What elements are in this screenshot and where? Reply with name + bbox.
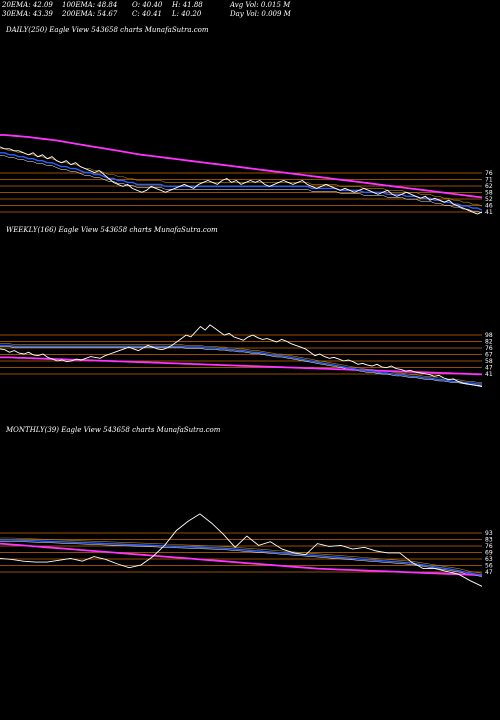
ema-fast-line (0, 152, 483, 211)
price-line (0, 146, 483, 215)
ma-line-white (0, 541, 483, 577)
y-tick-label: 83 (485, 537, 493, 544)
y-tick-label: 63 (485, 556, 493, 563)
y-tick-label: 76 (485, 170, 493, 177)
price-line (0, 324, 483, 388)
high-stat: H: 41.88 (172, 1, 203, 9)
avg-vol-stat: Avg Vol: 0.015 M (230, 1, 291, 9)
y-tick-label: 76 (485, 543, 493, 550)
ema200-stat: 200EMA: 54.67 (62, 10, 118, 18)
y-tick-label: 62 (485, 183, 493, 190)
ema30-stat: 30EMA: 43.39 (2, 10, 53, 18)
y-tick-label: 47 (485, 569, 493, 576)
y-tick-label: 41 (485, 209, 493, 216)
ma-line-white (0, 346, 482, 386)
y-tick-label: 46 (485, 203, 493, 210)
y-tick-label: 67 (485, 352, 493, 359)
ma-line-gold (0, 537, 483, 574)
price-line (0, 513, 483, 587)
ema-slow-line (0, 134, 483, 199)
ema20-stat: 20EMA: 42.09 (2, 1, 53, 9)
monthly-panel-label: MONTHLY(39) Eagle View 543658 charts Mun… (6, 426, 221, 434)
y-tick-label: 71 (485, 177, 493, 184)
y-tick-label: 56 (485, 563, 493, 570)
low-stat: L: 40.20 (172, 10, 202, 18)
close-stat: C: 40.41 (132, 10, 162, 18)
y-tick-label: 69 (485, 550, 493, 557)
ema100-stat: 100EMA: 48.84 (62, 1, 118, 9)
y-tick-label: 76 (485, 345, 493, 352)
day-vol-stat: Day Vol: 0.009 M (230, 10, 291, 18)
ema-fast-line (0, 539, 483, 576)
ema-slow-line (0, 356, 483, 376)
ema-slow-line (0, 542, 483, 576)
y-tick-label: 58 (485, 358, 493, 365)
open-stat: O: 40.40 (132, 1, 163, 9)
daily-panel-label: DAILY(250) Eagle View 543658 charts Muna… (6, 26, 209, 34)
y-tick-label: 41 (485, 371, 493, 378)
y-tick-label: 82 (485, 339, 493, 346)
y-tick-label: 98 (485, 332, 493, 339)
y-tick-label: 52 (485, 196, 493, 203)
y-tick-label: 58 (485, 190, 493, 197)
y-tick-label: 93 (485, 530, 493, 537)
ma-line-gold (0, 148, 483, 207)
y-tick-label: 47 (485, 365, 493, 372)
ma-line-white (0, 155, 483, 214)
ma-line-gold (0, 343, 482, 383)
weekly-panel-label: WEEKLY(166) Eagle View 543658 charts Mun… (6, 226, 218, 234)
ema-fast-line (0, 344, 482, 385)
